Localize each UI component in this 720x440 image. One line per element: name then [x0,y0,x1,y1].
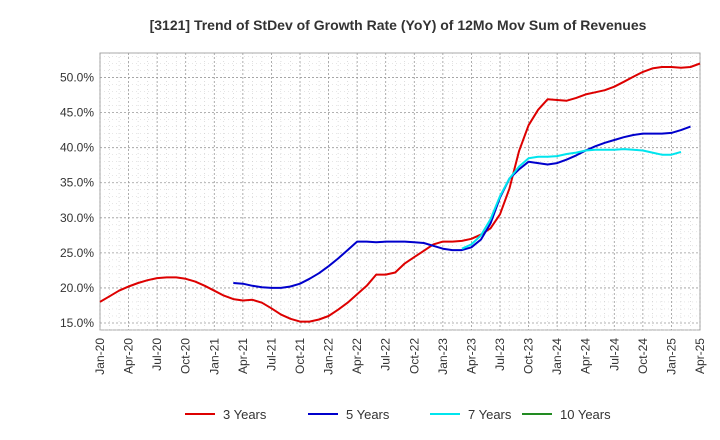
series-line-5-years [233,125,691,289]
x-tick-label: Apr-23 [464,338,478,374]
legend-label: 5 Years [346,407,390,422]
x-tick-label: Jan-21 [207,338,221,375]
y-tick-label: 25.0% [60,246,94,260]
y-tick-label: 45.0% [60,106,94,120]
x-tick-label: Jul-24 [607,338,621,371]
y-tick-label: 30.0% [60,211,94,225]
x-tick-label: Apr-24 [579,338,593,374]
x-tick-label: Jan-25 [664,338,678,375]
x-tick-label: Apr-25 [693,338,707,374]
legend-label: 10 Years [560,407,611,422]
x-tick-label: Oct-22 [407,338,421,374]
x-tick-label: Oct-20 [179,338,193,374]
y-tick-label: 20.0% [60,281,94,295]
x-tick-label: Apr-22 [350,338,364,374]
y-tick-label: 35.0% [60,176,94,190]
x-tick-label: Oct-24 [636,338,650,374]
x-tick-label: Jul-20 [150,338,164,371]
series-line-3-years [99,62,701,323]
y-tick-label: 40.0% [60,141,94,155]
x-tick-label: Oct-23 [522,338,536,374]
grid-lines [99,53,701,331]
legend: 3 Years 5 Years 7 Years 10 Years [185,407,611,422]
plot-area [99,52,701,331]
chart-title: [3121] Trend of StDev of Growth Rate (Yo… [150,17,647,33]
x-tick-label: Jul-22 [379,338,393,371]
x-tick-label: Apr-21 [236,338,250,374]
axes: Jan-20 Apr-20 Jul-20 Oct-20 Jan-21 Apr-21 Jul-… [60,71,707,375]
y-tick-label: 15.0% [60,316,94,330]
legend-label: 3 Years [223,407,267,422]
x-tick-label: Jul-23 [493,338,507,371]
x-tick-label: Apr-20 [122,338,136,374]
y-tick-label: 50.0% [60,71,94,85]
series-lines [99,62,701,323]
x-tick-label: Jan-23 [436,338,450,375]
x-tick-label: Jan-22 [322,338,336,375]
legend-label: 7 Years [468,407,512,422]
x-tick-label: Jul-21 [264,338,278,371]
x-tick-label: Oct-21 [293,338,307,374]
series-line-7-years [461,148,682,250]
x-tick-label: Jan-20 [93,338,107,375]
x-tick-label: Jan-24 [550,338,564,375]
